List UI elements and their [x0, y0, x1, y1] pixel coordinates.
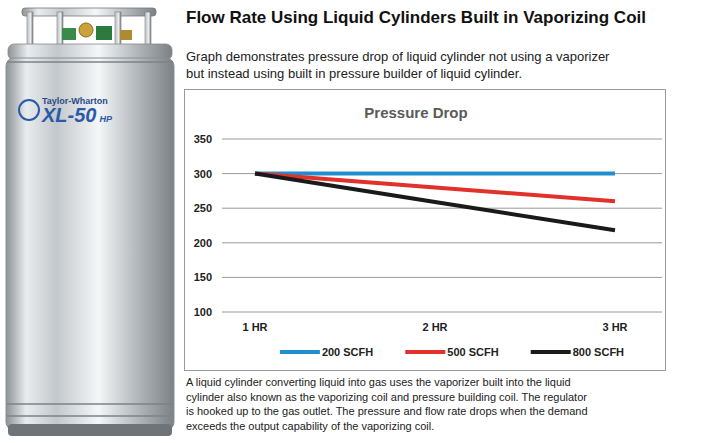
grid-line: [222, 208, 662, 209]
x-tick-label: 3 HR: [602, 321, 627, 333]
grid-line: [222, 277, 662, 278]
legend-item: 800 SCFH: [531, 346, 624, 358]
caption-line: is hooked up to the gas outlet. The pres…: [186, 405, 588, 417]
caption-line: A liquid cylinder converting liquid into…: [186, 376, 571, 388]
y-tick-label: 150: [194, 271, 212, 283]
legend-swatch: [405, 350, 445, 354]
page: Taylor-WhartonXL-50HP Flow Rate Using Liq…: [0, 0, 718, 443]
legend-label: 500 SCFH: [447, 346, 498, 358]
legend-label: 800 SCFH: [573, 346, 624, 358]
legend: 200 SCFH 500 SCFH 800 SCFH: [280, 346, 624, 358]
x-axis: 1 HR 2 HR 3 HR: [242, 321, 627, 333]
legend-swatch: [280, 350, 320, 354]
grid-line: [222, 173, 662, 174]
series-line: [255, 174, 615, 231]
chart-frame: [185, 90, 666, 371]
y-axis: 100 150 200 250 300 350: [194, 133, 662, 318]
ring: [7, 415, 173, 417]
x-tick-label: 1 HR: [242, 321, 267, 333]
handle-post: [27, 12, 33, 46]
ring: [7, 403, 173, 405]
intro-line: but instead using built in pressure buil…: [186, 66, 522, 81]
cylinder: Taylor-WhartonXL-50HP: [6, 8, 174, 436]
body: [6, 58, 174, 430]
legend-item: 500 SCFH: [405, 346, 498, 358]
chart-title: Pressure Drop: [364, 104, 467, 121]
series-line: [255, 174, 615, 202]
gauge: [79, 23, 93, 37]
base: [8, 424, 172, 436]
legend-swatch: [531, 350, 571, 354]
caption-line: cylinder also known as the vaporizing co…: [186, 391, 587, 403]
y-tick-label: 300: [194, 168, 212, 180]
grid-line: [222, 242, 662, 243]
series-line: [255, 172, 615, 176]
valve: [96, 26, 112, 40]
heading: Flow Rate Using Liquid Cylinders Built i…: [186, 8, 646, 27]
handle-post: [145, 12, 151, 46]
logo: [19, 100, 39, 120]
valve: [120, 30, 132, 40]
y-tick-label: 250: [194, 202, 212, 214]
y-tick-label: 100: [194, 306, 212, 318]
model-suffix: HP: [99, 114, 112, 124]
grid-line: [222, 312, 662, 313]
series-lines: [255, 174, 615, 231]
y-tick-label: 200: [194, 237, 212, 249]
valve: [62, 28, 76, 40]
model: XL-50: [41, 104, 96, 126]
legend-label: 200 SCFH: [322, 346, 373, 358]
grid-line: [222, 139, 662, 140]
y-tick-label: 350: [194, 133, 212, 145]
intro-line: Graph demonstrates pressure drop of liqu…: [186, 49, 610, 64]
handle-post: [115, 12, 121, 46]
legend-item: 200 SCFH: [280, 346, 373, 358]
caption-line: exceeds the output capability of the vap…: [186, 420, 434, 432]
handle-ring: [22, 8, 156, 16]
x-tick-label: 2 HR: [422, 321, 447, 333]
ring: [7, 61, 173, 63]
